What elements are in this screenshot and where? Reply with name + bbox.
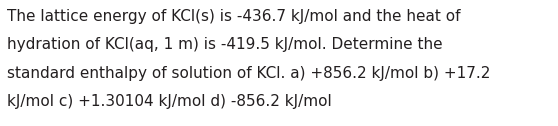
Text: The lattice energy of KCl(s) is -436.7 kJ/mol and the heat of: The lattice energy of KCl(s) is -436.7 k… bbox=[7, 9, 460, 24]
Text: kJ/mol c) +1.30104 kJ/mol d) -856.2 kJ/mol: kJ/mol c) +1.30104 kJ/mol d) -856.2 kJ/m… bbox=[7, 94, 331, 109]
Text: hydration of KCl(aq, 1 m) is -419.5 kJ/mol. Determine the: hydration of KCl(aq, 1 m) is -419.5 kJ/m… bbox=[7, 37, 442, 52]
Text: standard enthalpy of solution of KCl. a) +856.2 kJ/mol b) +17.2: standard enthalpy of solution of KCl. a)… bbox=[7, 66, 490, 81]
